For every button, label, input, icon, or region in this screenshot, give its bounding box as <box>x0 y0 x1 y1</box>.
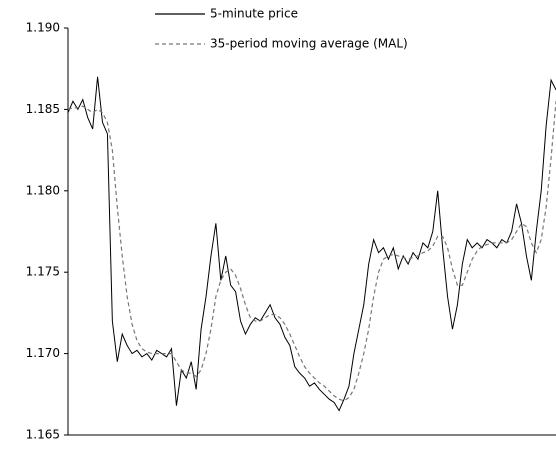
legend-label: 5-minute price <box>210 7 298 21</box>
legend-label: 35-period moving average (MAL) <box>210 37 408 51</box>
y-tick-label: 1.190 <box>26 21 60 35</box>
y-tick-label: 1.180 <box>26 183 60 197</box>
price-line <box>67 76 556 412</box>
price-line <box>67 101 556 402</box>
y-tick-label: 1.175 <box>26 265 60 279</box>
y-tick-label: 1.165 <box>26 428 60 442</box>
y-tick-label: 1.170 <box>26 346 60 360</box>
y-tick-label: 1.185 <box>26 102 60 116</box>
